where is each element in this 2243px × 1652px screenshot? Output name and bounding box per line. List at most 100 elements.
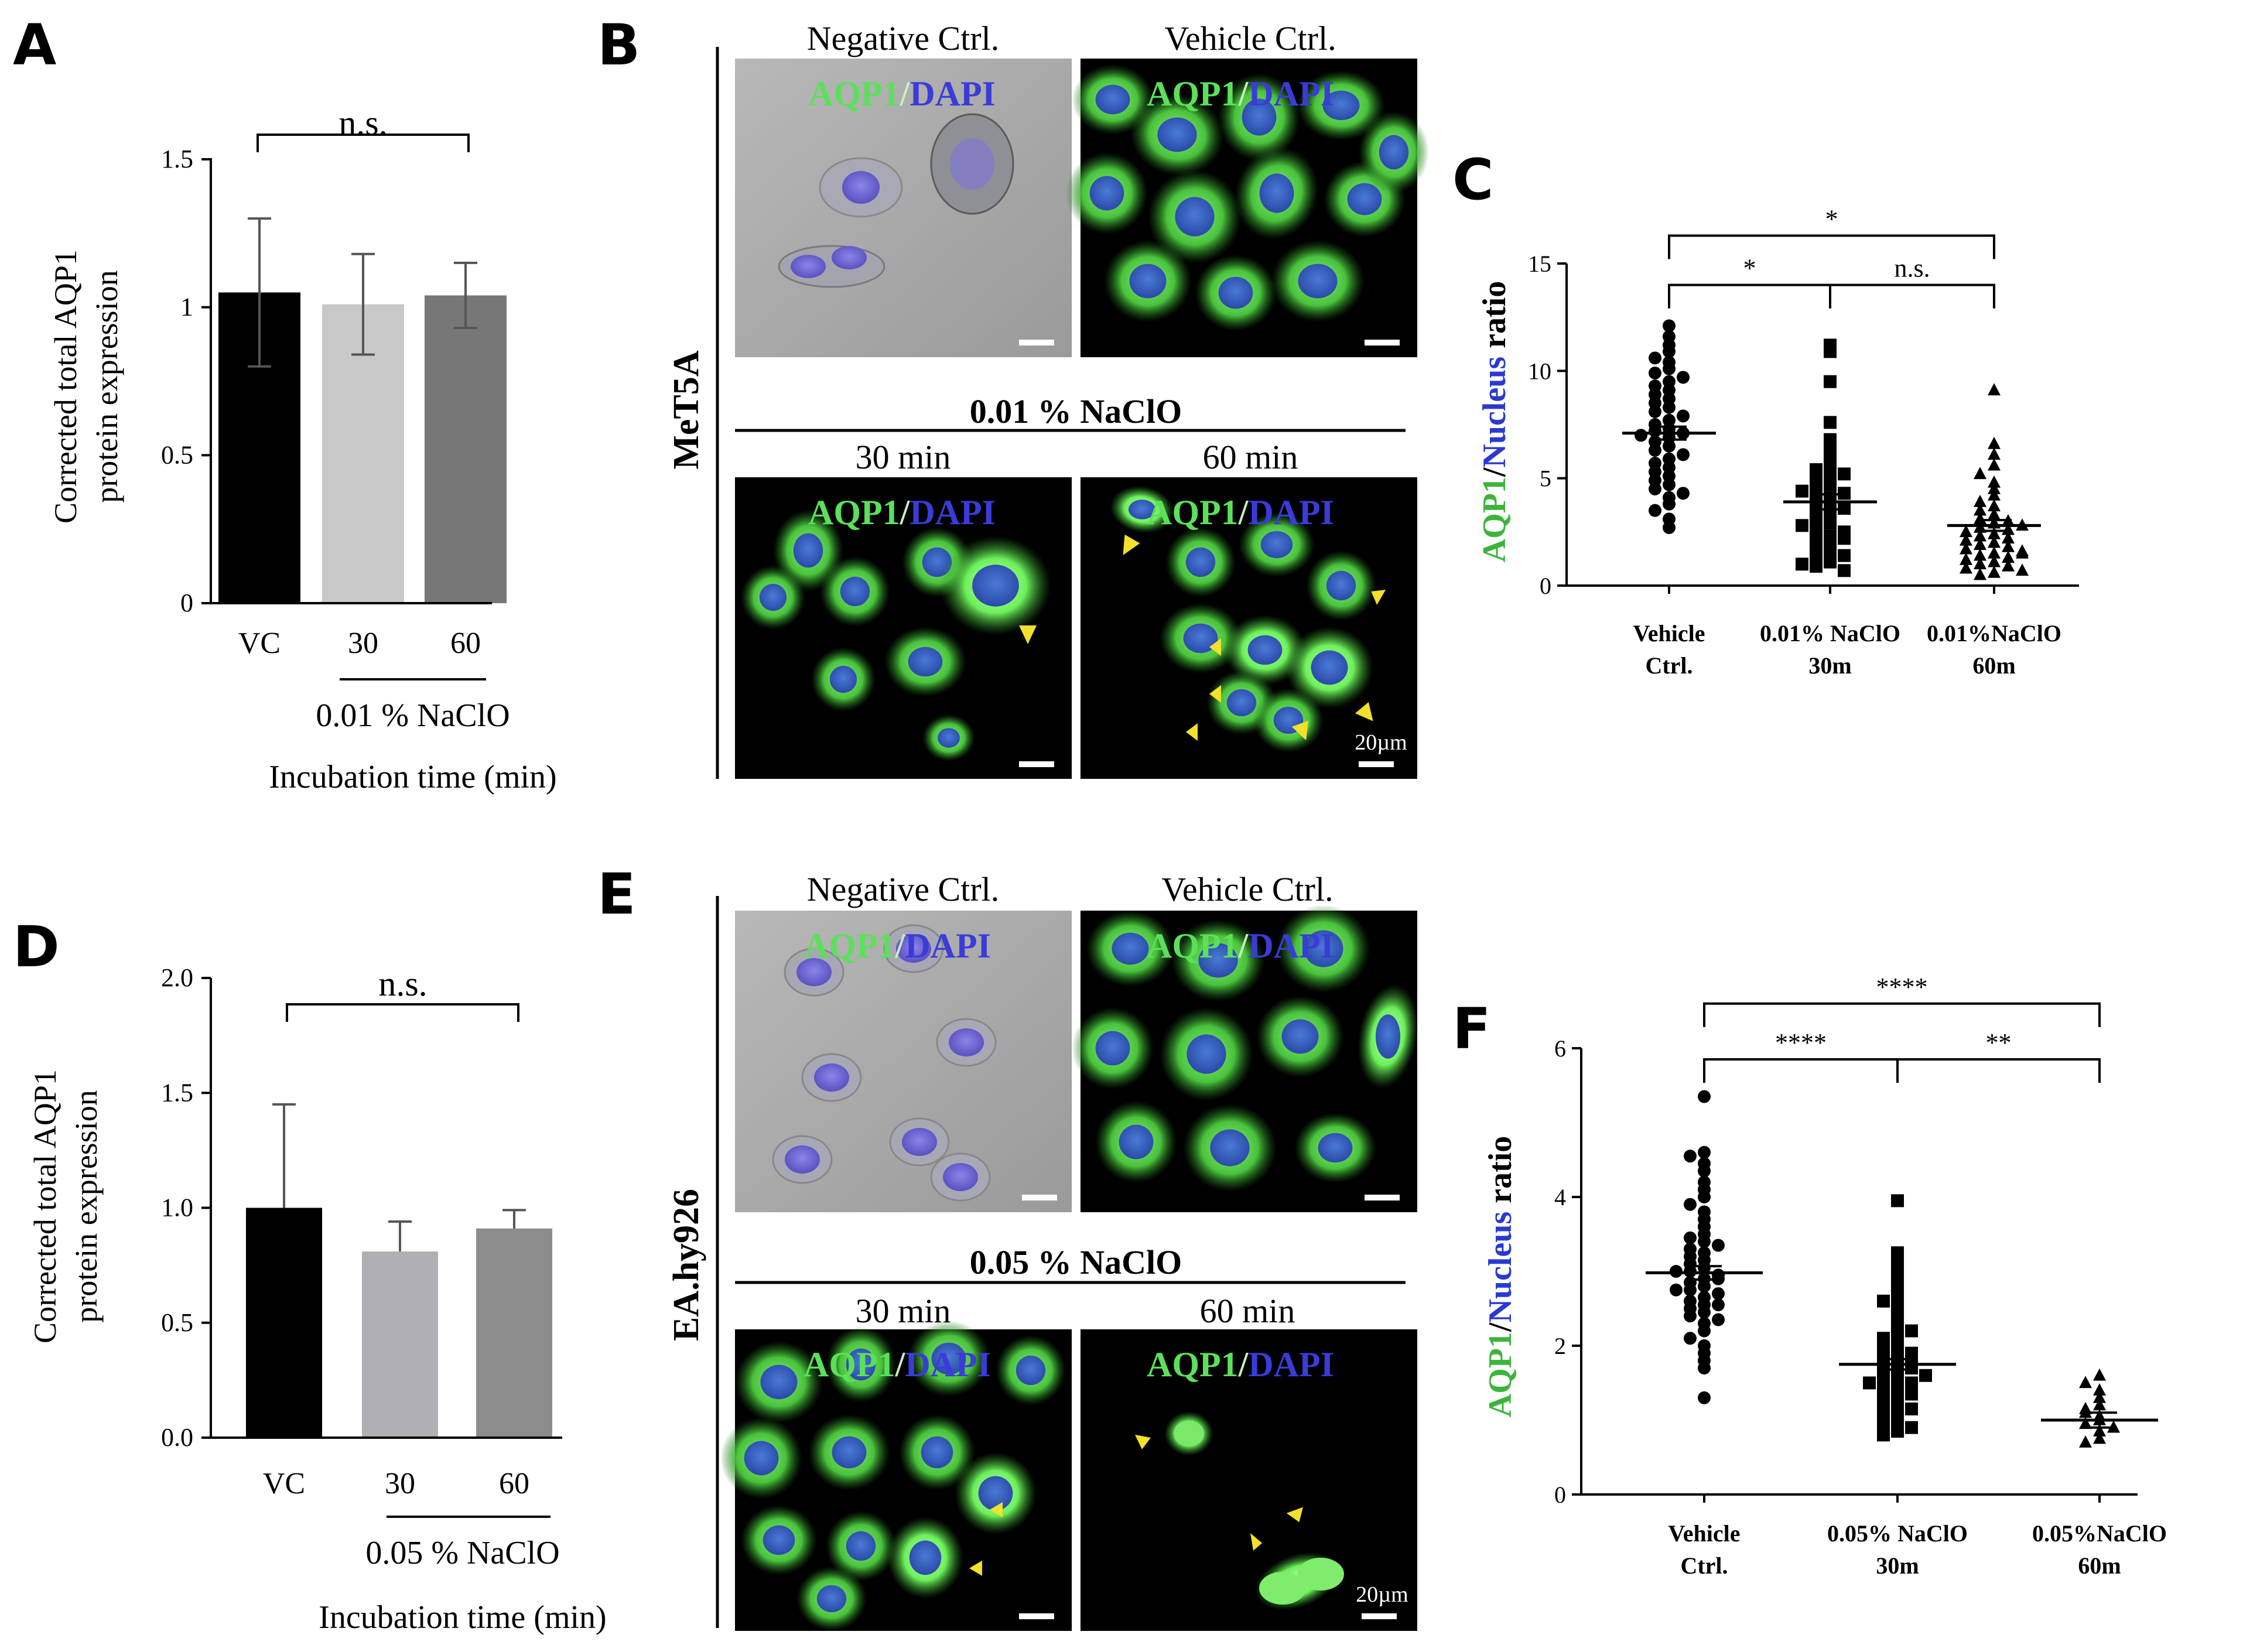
data-point (1891, 1395, 1904, 1408)
data-point (1649, 367, 1661, 379)
nucleus (1185, 547, 1216, 577)
nucleus (1326, 570, 1356, 601)
data-point (1698, 1235, 1711, 1249)
significance-bracket (257, 134, 470, 152)
image-60min: 20µm AQP1/DAPI (1081, 1329, 1417, 1631)
nucleus (1311, 650, 1348, 685)
significance-bracket (286, 1003, 519, 1022)
data-point (1960, 542, 1972, 555)
data-point (2016, 563, 2029, 576)
significance-bracket (1668, 234, 1995, 259)
data-point (1649, 504, 1661, 517)
significance-bracket (1829, 283, 1995, 309)
data-point (1877, 1417, 1890, 1431)
stain-label: AQP1/DAPI (1147, 926, 1334, 965)
treatment-label: 0.05 % NaClO (970, 1243, 1182, 1281)
nucleus (1298, 264, 1338, 299)
data-point (1905, 1324, 1918, 1338)
stain-label: AQP1/DAPI (803, 926, 991, 965)
nucleus (908, 647, 943, 677)
y-tick-label: 2 (1554, 1333, 1566, 1359)
significance-label: ** (1986, 1028, 2012, 1057)
y-axis-label-line2: protein expression (69, 1090, 104, 1322)
arrowhead-icon (1250, 1533, 1262, 1551)
column-title-negative: Negative Ctrl. (807, 19, 1000, 57)
data-point (1796, 557, 1808, 571)
nucleus (1259, 173, 1294, 213)
nucleus (1247, 635, 1283, 665)
nucleus (1218, 276, 1253, 309)
data-point (2093, 1383, 2106, 1396)
data-point (1698, 1145, 1711, 1159)
stain-label: AQP1/DAPI (1147, 493, 1334, 532)
nucleus (943, 1163, 978, 1191)
data-point (1988, 565, 2001, 578)
y-tick-label: 10 (1528, 358, 1551, 384)
data-point (1891, 1425, 1904, 1438)
data-point (1649, 405, 1661, 418)
data-point (1810, 463, 1823, 476)
data-point (1649, 483, 1661, 495)
nucleus (1095, 84, 1130, 115)
nucleus (846, 1531, 876, 1561)
data-point (1974, 567, 1986, 580)
data-point (1824, 444, 1837, 457)
arrowhead-icon (1371, 590, 1386, 605)
data-point (2093, 1424, 2106, 1436)
data-point (1988, 546, 2001, 559)
y-tick-label: 2.0 (161, 963, 193, 992)
arrowhead-icon (1286, 1507, 1303, 1523)
data-point (1988, 475, 2001, 488)
y-tick-label: 0.0 (161, 1423, 193, 1452)
data-point (1960, 533, 1972, 546)
scatter-chart-c: 0 5 10 15 Vehicle Ctrl. 0.01% NaClO 30m 0.01%NaC… (1476, 204, 2079, 679)
data-point (1905, 1387, 1918, 1401)
data-point (1974, 467, 1986, 480)
data-point (1663, 439, 1676, 453)
y-tick-label: 15 (1528, 251, 1551, 277)
data-point (2002, 539, 2015, 552)
data-point (2002, 559, 2015, 572)
bar (425, 295, 507, 603)
nucleus (1260, 531, 1293, 559)
panel-letter-e: E (597, 861, 636, 927)
data-point (1863, 1376, 1876, 1390)
y-tick-label: 0 (1554, 1482, 1566, 1508)
significance-bracket (1896, 1058, 2101, 1083)
arrowhead-icon (1019, 625, 1037, 644)
data-point (1988, 507, 2001, 520)
stain-label: AQP1/DAPI (1147, 1345, 1334, 1384)
x-tick-label: 30 (385, 1467, 415, 1500)
nucleus (931, 1342, 966, 1375)
data-point (1698, 1305, 1711, 1319)
data-point (1824, 517, 1837, 530)
nucleus (793, 533, 823, 568)
arrowhead-icon (990, 1502, 1003, 1517)
data-point (1891, 1369, 1904, 1382)
x-tick-label: 60 (450, 627, 481, 660)
data-point (1974, 548, 1986, 561)
data-point (1698, 1324, 1711, 1338)
data-point (1988, 481, 2001, 494)
y-tick-label: 5 (1540, 466, 1551, 492)
image-30min: AQP1/DAPI (735, 477, 1072, 779)
data-point (2093, 1431, 2106, 1444)
y-axis-label-line1: Corrected total AQP1 (28, 1069, 63, 1343)
significance-label: * (1825, 204, 1838, 233)
data-point (2002, 531, 2015, 544)
data-point (1712, 1239, 1725, 1252)
data-point (1649, 351, 1661, 365)
nucleus (902, 1128, 937, 1156)
image-vehicle-ctrl: AQP1/DAPI (1066, 59, 1429, 357)
nucleus (829, 665, 857, 693)
data-point (1712, 1313, 1725, 1326)
nucleus (1128, 500, 1156, 519)
significance-bracket (1703, 1058, 1899, 1083)
data-point (1905, 1346, 1918, 1360)
y-tick-label: 1.0 (161, 1193, 193, 1222)
data-point (1838, 549, 1851, 562)
nucleus (796, 958, 832, 986)
x-category-label: Ctrl. (1680, 1552, 1728, 1579)
data-point (1698, 1191, 1711, 1203)
y-tick-label: 0 (1540, 573, 1551, 599)
